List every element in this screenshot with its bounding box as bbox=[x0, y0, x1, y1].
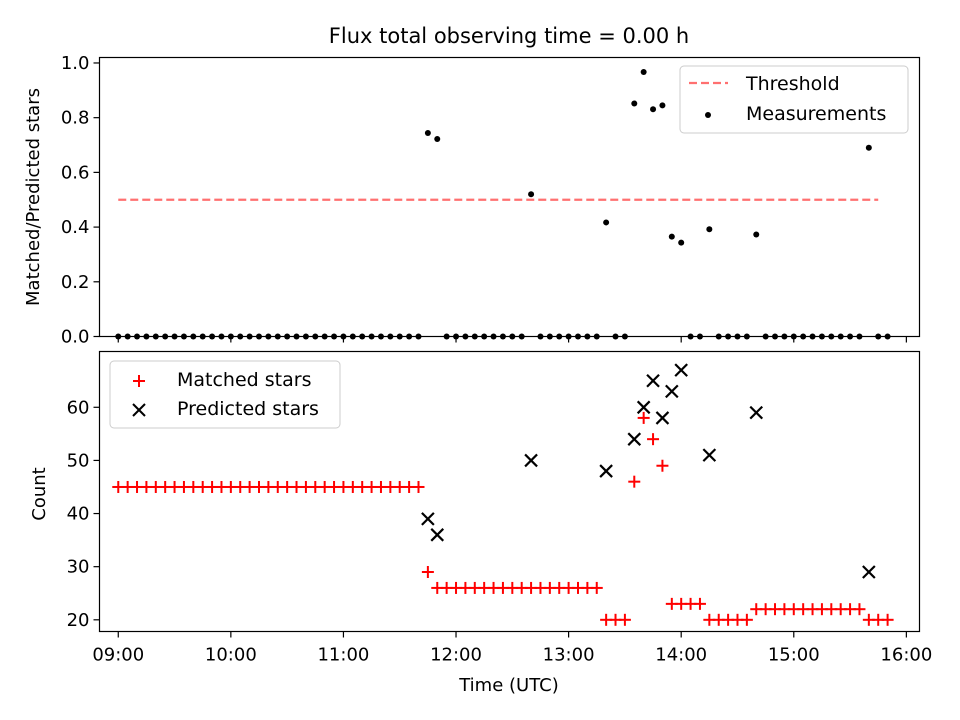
bottom-axes-frame bbox=[98, 350, 921, 633]
bottom-y-axis-label: Count bbox=[29, 467, 50, 520]
legend-predicted-swatch bbox=[132, 403, 146, 417]
measurement-point bbox=[668, 233, 675, 240]
predicted-stars-point bbox=[749, 405, 764, 420]
predicted-stars-point bbox=[421, 512, 435, 526]
predicted-stars-point bbox=[655, 411, 670, 425]
chart-title: Flux total observing time = 0.00 h bbox=[329, 24, 689, 48]
x-tick-label: 16:00 bbox=[880, 645, 932, 666]
measurement-point bbox=[753, 231, 760, 238]
measurement-point bbox=[528, 191, 535, 198]
matched-stars-point bbox=[421, 565, 434, 578]
matched-stars-point bbox=[881, 613, 894, 626]
x-tick-label: 12:00 bbox=[430, 645, 482, 666]
matched-stars-point bbox=[637, 411, 650, 424]
top-y-tick-label: 0.8 bbox=[61, 108, 90, 129]
predicted-stars-point bbox=[599, 464, 613, 478]
legend-measurements-label: Measurements bbox=[746, 103, 886, 125]
matched-stars-point bbox=[693, 597, 706, 610]
top-series-layer bbox=[115, 68, 891, 340]
predicted-stars-point bbox=[524, 453, 538, 468]
top-y-tick-label: 0.4 bbox=[61, 217, 90, 238]
bottom-series-layer bbox=[112, 363, 894, 626]
x-axis-label: Time (UTC) bbox=[458, 675, 559, 696]
predicted-stars-point bbox=[674, 363, 688, 377]
measurement-point bbox=[434, 136, 441, 143]
bottom-x-ticks: 09:00 10:00 11:00 12:00 13:00 14:00 15:00 16:00 bbox=[92, 631, 932, 666]
measurement-point bbox=[659, 102, 666, 109]
bottom-legend: Matched stars Predicted stars bbox=[109, 360, 341, 429]
predicted-stars-point bbox=[636, 400, 651, 415]
top-y-tick-label: 0.2 bbox=[61, 272, 90, 293]
bottom-y-tick-label: 50 bbox=[67, 450, 90, 471]
measurement-point bbox=[678, 239, 685, 246]
measurement-point bbox=[631, 100, 638, 107]
x-tick-label: 13:00 bbox=[543, 645, 595, 666]
matched-stars-point bbox=[740, 613, 753, 626]
measurement-point bbox=[640, 68, 647, 75]
legend-measurements-swatch bbox=[705, 112, 711, 118]
legend-threshold-label: Threshold bbox=[745, 73, 840, 95]
predicted-stars-point bbox=[665, 384, 679, 399]
top-y-tick-label: 0.0 bbox=[61, 327, 90, 348]
legend-predicted-label: Predicted stars bbox=[177, 398, 319, 420]
top-y-axis-label: Matched/Predicted stars bbox=[23, 88, 44, 306]
bottom-y-tick-label: 60 bbox=[67, 397, 90, 418]
bottom-y-tick-label: 20 bbox=[67, 610, 90, 631]
matched-stars-point bbox=[647, 433, 660, 446]
measurement-point bbox=[706, 226, 713, 233]
bottom-y-ticks: 20 30 40 50 60 bbox=[67, 397, 100, 631]
predicted-stars-point bbox=[646, 373, 660, 388]
measurement-point bbox=[424, 129, 431, 136]
top-legend-box bbox=[679, 65, 909, 134]
measurement-point bbox=[865, 144, 872, 151]
predicted-stars-point bbox=[702, 448, 717, 462]
top-legend: Threshold Measurements bbox=[679, 65, 909, 134]
top-y-tick-label: 1.0 bbox=[61, 53, 90, 74]
matched-stars-point bbox=[618, 613, 631, 626]
bottom-y-tick-label: 30 bbox=[67, 557, 90, 578]
x-tick-label: 14:00 bbox=[655, 645, 707, 666]
matched-stars-point bbox=[656, 459, 669, 472]
measurement-point bbox=[650, 106, 657, 113]
top-y-tick-label: 0.6 bbox=[61, 162, 90, 183]
x-tick-label: 10:00 bbox=[205, 645, 257, 666]
x-tick-label: 15:00 bbox=[768, 645, 820, 666]
top-x-ticks bbox=[117, 336, 907, 343]
measurement-point bbox=[603, 219, 610, 226]
predicted-stars-point bbox=[627, 432, 642, 446]
matched-stars-point bbox=[590, 581, 603, 594]
top-axes-frame bbox=[98, 56, 921, 338]
top-y-ticks: 0.0 0.2 0.4 0.6 0.8 1.0 bbox=[61, 53, 100, 348]
matched-stars-point bbox=[628, 475, 641, 488]
matched-stars-point bbox=[853, 603, 866, 616]
predicted-stars-point bbox=[862, 565, 876, 579]
x-tick-label: 11:00 bbox=[317, 645, 369, 666]
top-panel: 0.0 0.2 0.4 0.6 0.8 1.0 Matched/Predicted sta… bbox=[23, 53, 921, 348]
bottom-legend-box bbox=[109, 360, 341, 429]
x-tick-label: 09:00 bbox=[92, 645, 144, 666]
bottom-y-tick-label: 40 bbox=[67, 504, 90, 525]
predicted-stars-point bbox=[430, 528, 445, 542]
legend-matched-label: Matched stars bbox=[177, 369, 311, 391]
bottom-panel: 20 30 40 50 60 09:00 10:00 11:00 12:00 13:00 14:0… bbox=[29, 350, 932, 696]
legend-matched-swatch bbox=[133, 375, 145, 387]
matched-stars-point bbox=[412, 480, 425, 493]
